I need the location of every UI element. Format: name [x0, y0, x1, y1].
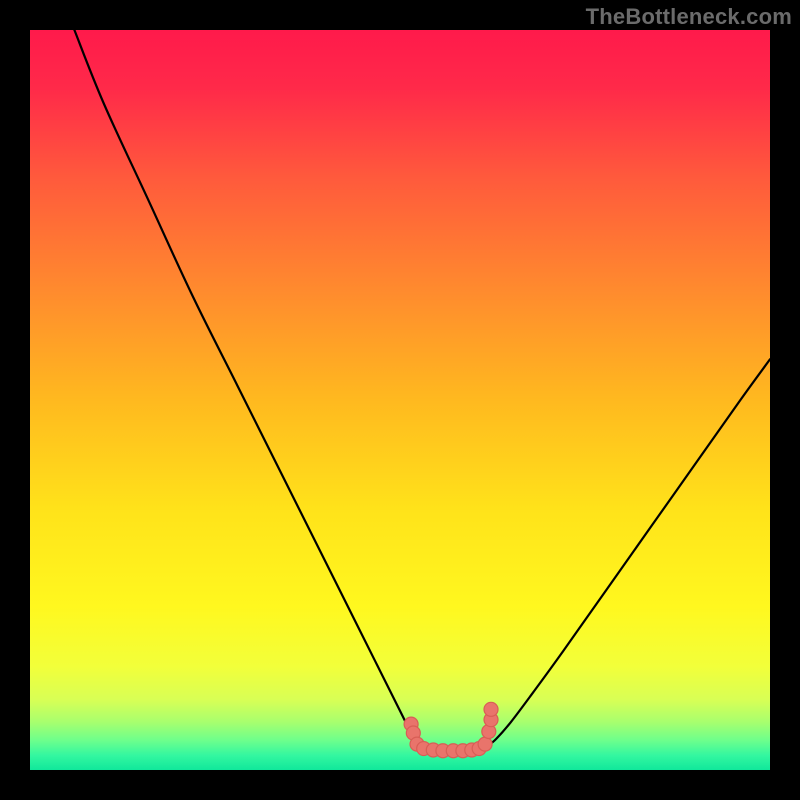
marker-dot: [478, 737, 492, 751]
bottom-markers: [30, 30, 770, 770]
plot-area: [30, 30, 770, 770]
marker-dot: [484, 702, 498, 716]
watermark-text: TheBottleneck.com: [586, 4, 792, 30]
